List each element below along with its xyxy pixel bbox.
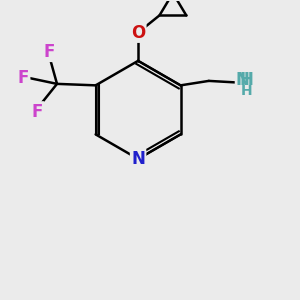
Text: N: N bbox=[236, 71, 249, 89]
Text: N: N bbox=[131, 150, 145, 168]
Text: H: H bbox=[241, 84, 253, 98]
Text: O: O bbox=[131, 24, 145, 42]
Text: F: F bbox=[18, 69, 29, 87]
Text: F: F bbox=[32, 103, 44, 121]
Text: F: F bbox=[44, 43, 55, 61]
Text: H: H bbox=[240, 71, 254, 89]
